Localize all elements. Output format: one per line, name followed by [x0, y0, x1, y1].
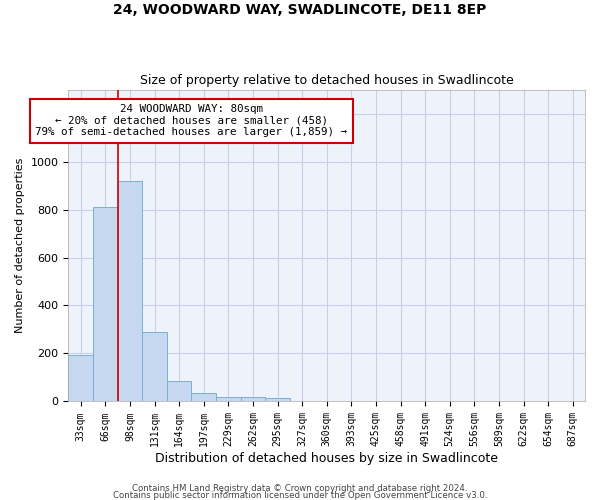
Bar — [142, 332, 167, 402]
Title: Size of property relative to detached houses in Swadlincote: Size of property relative to detached ho… — [140, 74, 514, 87]
Text: Contains HM Land Registry data © Crown copyright and database right 2024.: Contains HM Land Registry data © Crown c… — [132, 484, 468, 493]
Bar — [167, 381, 191, 402]
Bar — [93, 207, 118, 402]
Text: Contains public sector information licensed under the Open Government Licence v3: Contains public sector information licen… — [113, 491, 487, 500]
Bar — [191, 393, 216, 402]
Text: 24, WOODWARD WAY, SWADLINCOTE, DE11 8EP: 24, WOODWARD WAY, SWADLINCOTE, DE11 8EP — [113, 2, 487, 16]
Y-axis label: Number of detached properties: Number of detached properties — [15, 158, 25, 333]
Bar — [68, 354, 93, 402]
Bar — [216, 397, 241, 402]
Bar — [265, 398, 290, 402]
Bar — [118, 180, 142, 402]
Text: 24 WOODWARD WAY: 80sqm
← 20% of detached houses are smaller (458)
79% of semi-de: 24 WOODWARD WAY: 80sqm ← 20% of detached… — [35, 104, 347, 137]
Bar — [241, 397, 265, 402]
X-axis label: Distribution of detached houses by size in Swadlincote: Distribution of detached houses by size … — [155, 452, 498, 465]
